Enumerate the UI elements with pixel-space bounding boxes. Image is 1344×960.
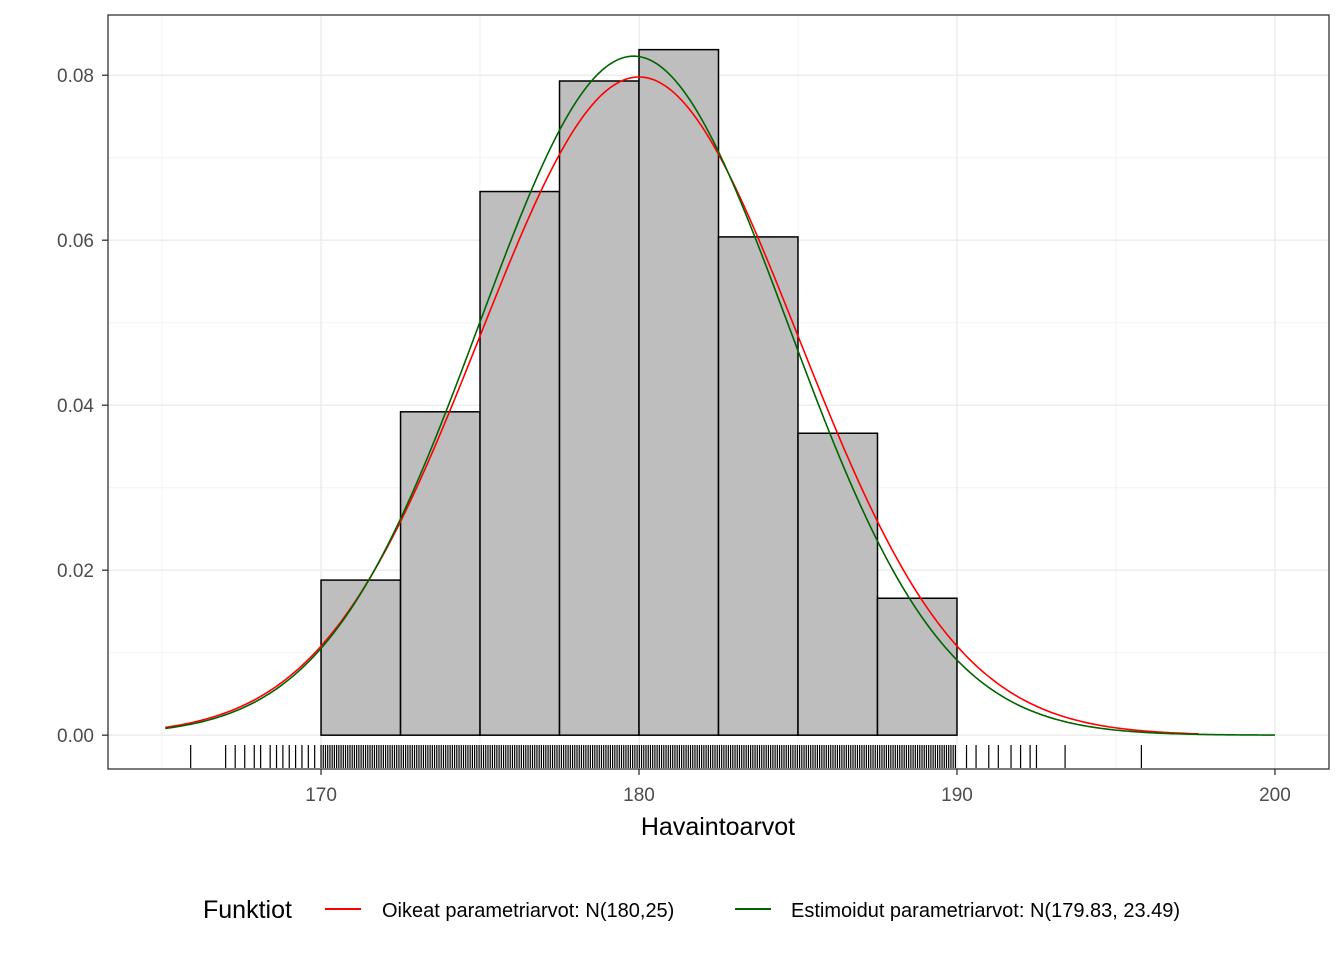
legend-title: Funktiot: [203, 896, 292, 924]
rug-marks: [190, 745, 1142, 768]
histogram-bar: [320, 579, 402, 736]
x-tick-label: 190: [941, 785, 973, 806]
x-tick-label: 180: [623, 785, 655, 806]
true-params-density-curve: [165, 76, 1199, 735]
histogram-bar: [797, 432, 879, 736]
histogram-bar: [399, 411, 481, 736]
density-curves: [165, 55, 1275, 736]
histogram-bars: [320, 48, 958, 736]
histogram-bar: [558, 80, 640, 736]
y-axis: 0.00 0.02 0.04 0.06 0.08: [57, 66, 108, 747]
x-axis: 170 180 190 200: [305, 769, 1291, 806]
legend-label-true-params: Oikeat parametriarvot: N(180,25): [382, 900, 674, 922]
plot-panel-border: [107, 14, 1330, 770]
histogram-bar: [638, 48, 720, 736]
y-tick-label: 0.06: [57, 231, 94, 252]
y-tick-label: 0.04: [57, 396, 94, 417]
x-axis-title: Havaintoarvot: [641, 813, 795, 841]
y-tick-label: 0.08: [57, 66, 94, 87]
legend-label-estimated-params: Estimoidut parametriarvot: N(179.83, 23.…: [791, 900, 1180, 922]
histogram-bar: [479, 190, 561, 736]
y-tick-label: 0.00: [57, 726, 94, 747]
y-tick-label: 0.02: [57, 561, 94, 582]
x-tick-label: 200: [1259, 785, 1291, 806]
histogram-bar: [717, 236, 799, 736]
legend: Funktiot Oikeat parametriarvot: N(180,25…: [203, 896, 1180, 924]
estimated-params-density-curve: [165, 55, 1275, 736]
histogram-bar: [876, 597, 958, 736]
x-tick-label: 170: [305, 785, 337, 806]
